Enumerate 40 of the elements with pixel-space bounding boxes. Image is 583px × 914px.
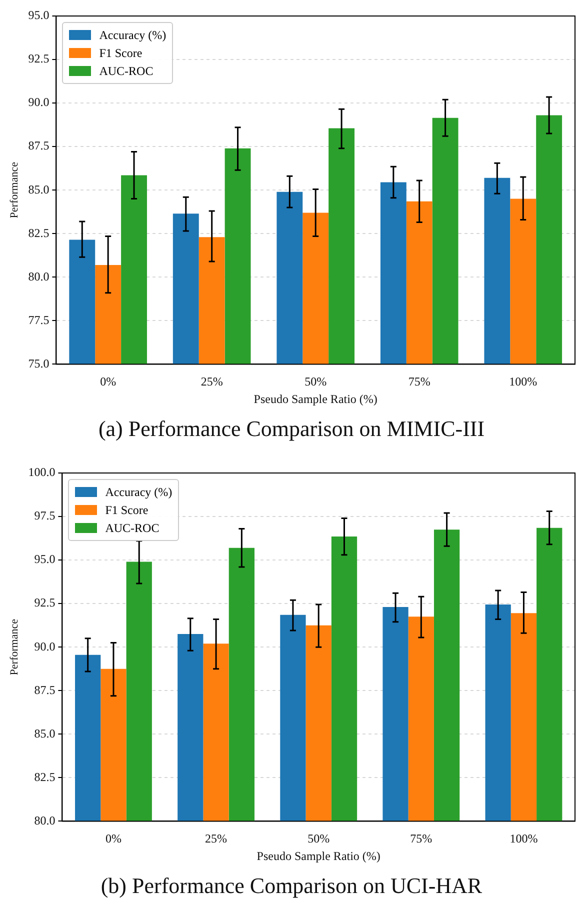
x-tick-label: 0% [105, 832, 122, 846]
x-tick-label: 0% [100, 374, 116, 389]
x-tick-label: 50% [304, 374, 327, 389]
y-tick-label: 95.0 [28, 8, 50, 22]
x-tick-label: 25% [200, 374, 223, 389]
legend-label: AUC-ROC [99, 64, 154, 78]
x-tick-label: 75% [408, 374, 430, 389]
y-tick-label: 100.0 [28, 465, 56, 480]
y-tick-label: 82.5 [34, 770, 56, 784]
legend-label: F1 Score [105, 502, 148, 518]
y-tick-label: 90.0 [28, 95, 50, 110]
y-tick-label: 97.5 [34, 508, 56, 523]
x-tick-label: 75% [410, 832, 432, 846]
x-tick-label: 50% [308, 832, 330, 846]
y-tick-label: 80.0 [34, 813, 56, 828]
y-tick-label: 87.5 [34, 682, 56, 697]
x-axis-title: Pseudo Sample Ratio (%) [254, 392, 378, 406]
y-tick-label: 92.5 [34, 596, 56, 610]
x-tick-label: 100% [509, 374, 538, 389]
y-tick-label: 82.5 [28, 226, 50, 240]
legend-label: F1 Score [99, 46, 142, 60]
legend-label: AUC-ROC [105, 520, 160, 536]
y-axis-title: Performance [8, 618, 20, 676]
x-tick-label: 100% [510, 832, 538, 846]
text: (b) Performance Comparison on UCI-HAR [100, 872, 484, 900]
y-tick-label: 77.5 [28, 312, 50, 327]
y-tick-label: 90.0 [34, 639, 56, 654]
y-tick-label: 80.0 [28, 269, 50, 284]
y-axis-title: Performance [8, 162, 20, 218]
x-axis-title: Pseudo Sample Ratio (%) [256, 848, 380, 863]
y-tick-label: 75.0 [28, 356, 50, 370]
y-tick-label: 87.5 [28, 138, 50, 153]
legend-label: Accuracy (%) [105, 484, 172, 500]
y-tick-label: 95.0 [34, 552, 56, 566]
y-tick-label: 85.0 [34, 726, 56, 740]
y-tick-label: 92.5 [28, 52, 50, 66]
text: (a) Performance Comparison on MIMIC-III [97, 415, 486, 443]
x-tick-label: 25% [205, 832, 228, 846]
y-tick-label: 85.0 [28, 182, 50, 196]
legend-label: Accuracy (%) [99, 28, 166, 42]
